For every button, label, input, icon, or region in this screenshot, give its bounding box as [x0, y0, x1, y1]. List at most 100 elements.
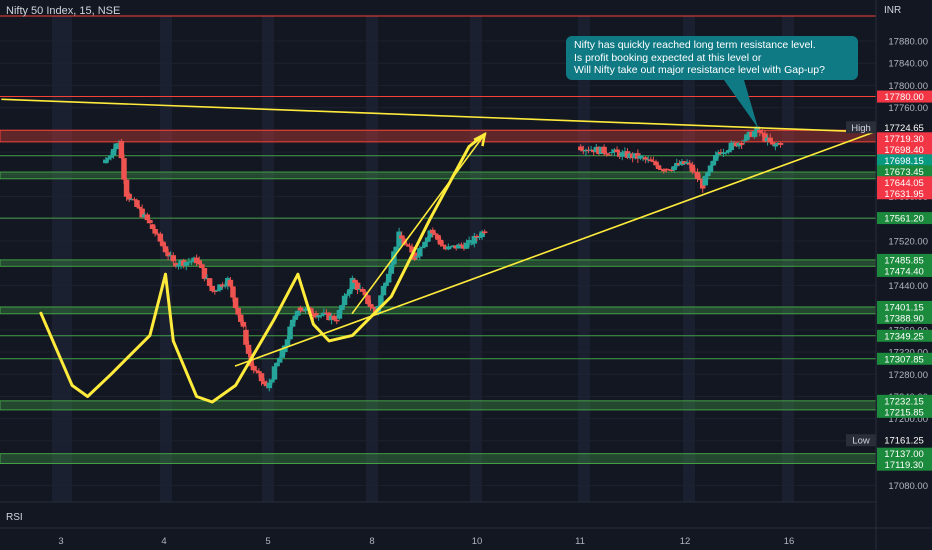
candle-body — [479, 231, 485, 238]
candle-body — [360, 288, 366, 292]
candle-body — [188, 261, 195, 263]
candle-body — [341, 295, 348, 306]
candle-body — [458, 244, 465, 246]
price-tag-box — [846, 121, 876, 134]
candle-body — [411, 252, 418, 260]
candle-body — [121, 158, 127, 180]
candle-body — [256, 371, 262, 374]
price-label: 17485.85 — [884, 255, 924, 266]
candle-body — [609, 152, 615, 154]
rsi-pane-label[interactable]: RSI — [6, 512, 23, 523]
chart-title: Nifty 50 Index, 15, NSE — [6, 5, 121, 17]
candle-body — [419, 246, 426, 249]
candle-body — [637, 155, 644, 159]
candle-body — [269, 379, 275, 383]
candle-body — [336, 309, 343, 319]
candle-body — [437, 239, 444, 245]
y-tick-label: 17080.00 — [888, 481, 928, 492]
x-tick-label: 12 — [679, 536, 691, 547]
price-label: 17698.15 — [884, 156, 924, 167]
candle-body — [476, 237, 483, 239]
candle-body — [767, 137, 773, 143]
candle-body — [118, 140, 125, 159]
x-tick-label: 8 — [369, 536, 375, 547]
callout-line-2: Is profit booking expected at this level… — [574, 51, 762, 64]
candle-body — [134, 200, 140, 207]
candle-body — [331, 315, 337, 320]
candle-body — [648, 159, 654, 162]
candle-body — [230, 286, 236, 298]
x-tick-label: 11 — [575, 536, 585, 547]
price-label: 17119.30 — [885, 460, 924, 471]
session-band — [52, 16, 72, 502]
x-tick-label: 3 — [58, 536, 64, 547]
candle-body — [469, 243, 475, 245]
candle-body — [165, 252, 171, 257]
candle-body — [707, 165, 714, 173]
candle-body — [349, 277, 356, 290]
session-band — [470, 16, 482, 502]
candle-body — [339, 305, 345, 310]
candle-body — [684, 162, 690, 164]
price-tag-box — [846, 434, 876, 447]
price-label-box — [877, 187, 932, 200]
candle-body — [383, 282, 389, 286]
candle-body — [481, 231, 488, 234]
candle-body — [751, 131, 758, 137]
candle-body — [212, 290, 218, 292]
price-label: 17307.85 — [884, 354, 924, 365]
candle-body — [217, 284, 223, 291]
candle-body — [666, 169, 672, 171]
candle-body — [144, 214, 151, 221]
cup-3-trendline — [296, 132, 487, 343]
session-band — [160, 16, 172, 502]
candle-body — [401, 238, 407, 245]
candle-body — [287, 326, 293, 340]
price-label-box — [877, 253, 932, 266]
candle-body — [741, 140, 747, 142]
y-tick-label: 17880.00 — [888, 36, 928, 47]
candle-body — [253, 370, 260, 372]
candle-body — [222, 285, 228, 287]
candle-body — [754, 126, 760, 132]
candle-body — [199, 264, 205, 269]
price-label-box — [877, 90, 932, 103]
candle-body — [770, 142, 776, 145]
currency-label[interactable]: INR — [884, 5, 902, 16]
candle-body — [601, 146, 607, 154]
candle-body — [289, 319, 296, 327]
annotation-callout[interactable]: Nifty has quickly reached long term resi… — [566, 36, 858, 80]
candle-body — [227, 279, 234, 287]
support-zone — [0, 259, 877, 267]
candle-body — [658, 169, 664, 171]
price-label-box — [877, 300, 932, 313]
candle-body — [347, 289, 353, 295]
candle-body — [139, 208, 145, 218]
candle-body — [321, 312, 327, 316]
price-label-box — [877, 154, 932, 167]
price-label: 17644.05 — [884, 178, 924, 189]
candle-body — [728, 142, 734, 151]
candle-body — [313, 313, 319, 318]
candle-body — [251, 365, 257, 371]
price-tag-label: High — [851, 123, 871, 134]
price-label: 17631.95 — [884, 189, 924, 200]
price-label: 17232.15 — [884, 396, 924, 407]
candle-body — [757, 129, 763, 133]
price-label-box — [877, 329, 932, 342]
candle-body — [271, 366, 278, 380]
candle-body — [245, 344, 252, 354]
candle-body — [414, 256, 420, 258]
candle-body — [131, 199, 138, 201]
candle-body — [175, 264, 182, 267]
candle-body — [689, 164, 696, 172]
candle-body — [362, 291, 369, 296]
candle-body — [105, 157, 112, 160]
candle-body — [661, 169, 667, 172]
x-tick-label: 10 — [471, 536, 483, 547]
candle-body — [642, 157, 649, 160]
candle-body — [367, 304, 374, 307]
candle-body — [398, 235, 405, 239]
long-term-resistance-trendline — [1, 98, 875, 133]
